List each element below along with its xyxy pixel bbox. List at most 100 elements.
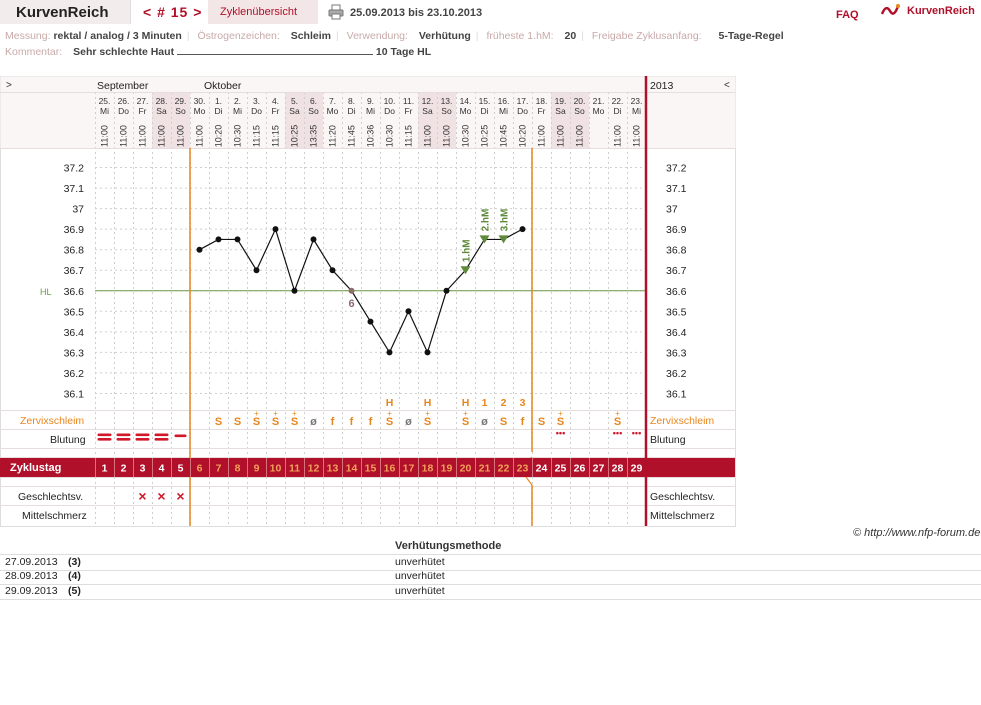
y-tick-left: 37 xyxy=(72,204,84,216)
cervical-plus: + xyxy=(558,409,563,418)
temperature-point xyxy=(234,236,241,243)
cervical-symbol: S xyxy=(500,416,507,428)
weekend-shade xyxy=(152,92,171,148)
cycle-day-number: 20 xyxy=(460,463,472,475)
cycle-day-number: 23 xyxy=(517,463,529,475)
day-weekday: Fr xyxy=(537,106,545,116)
bleeding-heavy-bar xyxy=(97,433,112,437)
y-tick-right: 36.2 xyxy=(666,368,687,380)
row-label-zervix-right: Zervixschleim xyxy=(650,415,714,427)
day-date: 9. xyxy=(367,96,374,106)
method-row: 28.09.2013 (4) unverhütet xyxy=(0,569,981,585)
day-date: 21. xyxy=(593,96,605,106)
day-time: 10:30 xyxy=(233,125,243,148)
day-time: 10:20 xyxy=(214,125,224,148)
cycle-day-number: 28 xyxy=(612,463,624,475)
y-tick-left: 36.6 xyxy=(64,286,85,298)
day-weekday: Mo xyxy=(327,106,339,116)
freigabe-value: 5-Tage-Regel xyxy=(718,30,784,42)
hm-label: 3.hM xyxy=(500,209,511,232)
intercourse-mark: × xyxy=(176,488,184,504)
cycle-day-number: 6 xyxy=(197,463,203,475)
cycle-end-tick xyxy=(525,476,533,486)
cycle-day-number: 9 xyxy=(254,463,260,475)
y-tick-right: 36.5 xyxy=(666,306,687,318)
day-weekday: Mo xyxy=(194,106,206,116)
bleeding-heavy-bar xyxy=(135,433,150,437)
day-weekday: Di xyxy=(347,106,355,116)
cycle-day-number: 29 xyxy=(631,463,643,475)
y-tick-left: 36.7 xyxy=(64,265,85,277)
y-tick-right: 36.1 xyxy=(666,388,687,400)
day-time: 10:25 xyxy=(480,125,490,148)
y-tick-left: 36.8 xyxy=(64,245,85,257)
day-date: 30. xyxy=(194,96,206,106)
cervical-symbol: S xyxy=(291,416,298,428)
cycle-day-number: 10 xyxy=(270,463,282,475)
cervical-plus: + xyxy=(425,409,430,418)
temperature-point xyxy=(386,349,393,356)
cycle-day-number: 5 xyxy=(178,463,184,475)
peak-mark: H xyxy=(386,397,394,409)
cycle-day-label: Zyklustag xyxy=(10,462,61,474)
bleeding-heavy-bar xyxy=(135,438,150,441)
row-label-blutung-right: Blutung xyxy=(650,434,686,446)
day-time: 11:00 xyxy=(100,125,110,147)
temperature-chart: > September Oktober 2013 <25.Mi11:0026.Do11:… xyxy=(0,76,736,527)
day-weekday: So xyxy=(308,106,319,116)
day-date: 2. xyxy=(234,96,241,106)
day-weekday: Sa xyxy=(289,106,300,116)
method-num: (5) xyxy=(68,585,81,597)
year-label: 2013 xyxy=(650,80,674,92)
hm-marker xyxy=(498,235,509,244)
cervical-symbol: f xyxy=(350,416,354,428)
day-time: 11:15 xyxy=(404,125,414,147)
spotting-dots: ••• xyxy=(632,428,641,438)
day-weekday: Mi xyxy=(233,106,242,116)
cycle-day-number: 19 xyxy=(441,463,453,475)
method-value: unverhütet xyxy=(395,570,445,582)
temperature-point xyxy=(215,236,222,243)
day-time: 11:00 xyxy=(195,125,205,147)
day-date: 27. xyxy=(137,96,149,106)
comment-underline xyxy=(176,45,373,55)
date-range: 25.09.2013 bis 23.10.2013 xyxy=(350,7,483,19)
day-time: 11:00 xyxy=(613,125,623,147)
day-date: 13. xyxy=(441,96,453,106)
cervical-symbol: S xyxy=(234,416,241,428)
copyright[interactable]: © http://www.nfp-forum.de xyxy=(853,527,981,539)
day-date: 22. xyxy=(612,96,624,106)
temperature-point xyxy=(367,318,374,325)
bleeding-heavy-bar xyxy=(154,438,169,441)
logo-text[interactable]: KurvenReich xyxy=(907,5,975,17)
measurement-info: Messung: rektal / analog / 3 Minuten | Ös… xyxy=(5,30,784,42)
month-label: Oktober xyxy=(204,80,242,92)
brand-title[interactable]: KurvenReich xyxy=(16,4,109,21)
intercourse-mark: × xyxy=(157,488,165,504)
day-weekday: Mo xyxy=(460,106,472,116)
y-tick-right: 36.7 xyxy=(666,265,687,277)
temperature-point xyxy=(405,308,412,315)
day-weekday: Di xyxy=(480,106,488,116)
day-weekday: Sa xyxy=(156,106,167,116)
y-tick-left: 37.1 xyxy=(64,183,85,195)
method-row: 29.09.2013 (5) unverhütet xyxy=(0,584,981,600)
day-date: 4. xyxy=(272,96,279,106)
cycle-navigation[interactable]: < # 15 > xyxy=(143,4,203,20)
print-icon[interactable] xyxy=(328,4,344,20)
cervical-symbol: S xyxy=(614,416,621,428)
temperature-point xyxy=(291,287,298,294)
day-time: 13:35 xyxy=(309,125,319,148)
coverline-label: HL xyxy=(40,287,52,297)
cycle-overview-tab[interactable]: Zyklenübersicht xyxy=(208,0,318,24)
day-date: 10. xyxy=(384,96,396,106)
temperature-point xyxy=(196,246,203,253)
day-time: 11:45 xyxy=(347,125,357,147)
day-weekday: Mi xyxy=(100,106,109,116)
faq-link[interactable]: FAQ xyxy=(836,9,859,21)
day-date: 26. xyxy=(118,96,130,106)
day-weekday: Do xyxy=(251,106,262,116)
day-date: 18. xyxy=(536,96,548,106)
cycle-day-number: 2 xyxy=(121,463,127,475)
day-weekday: Fr xyxy=(271,106,279,116)
